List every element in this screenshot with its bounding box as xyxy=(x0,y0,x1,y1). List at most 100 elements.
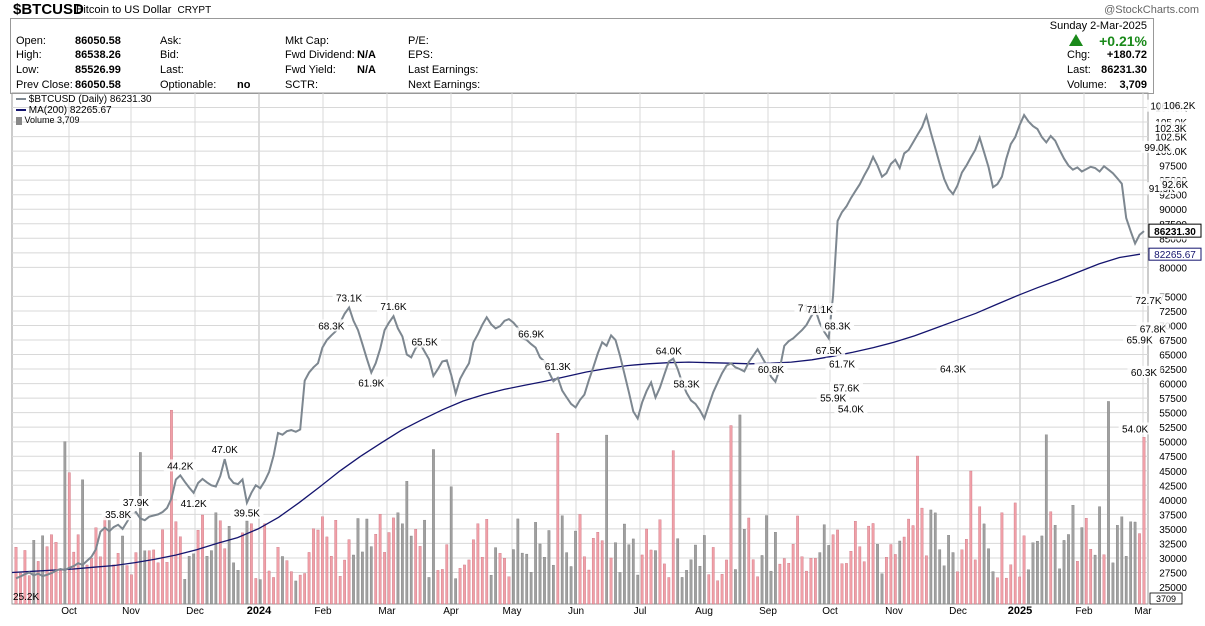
volume-bar xyxy=(578,514,582,605)
volume-bar xyxy=(1124,556,1128,605)
price-label: 60.3K xyxy=(1131,368,1157,379)
volume-bar xyxy=(1053,525,1057,605)
volume-bar xyxy=(63,441,67,605)
x-tick-label: Apr xyxy=(443,606,459,617)
volume-bar xyxy=(605,434,608,605)
x-tick-label: Nov xyxy=(122,606,140,617)
volume-bar xyxy=(352,554,355,605)
volume-bar xyxy=(1071,505,1075,605)
x-tick-label: May xyxy=(503,606,522,617)
volume-bar xyxy=(1062,540,1066,605)
volume-right-label: 3709 xyxy=(1156,594,1176,604)
volume-bar xyxy=(338,576,342,605)
legend-price: $BTCUSD (Daily) 86231.30 xyxy=(16,94,152,105)
volume-bar xyxy=(303,573,307,605)
volume-label: Volume: xyxy=(1067,79,1107,91)
volume-bar xyxy=(787,563,791,605)
price-label: 44.2K xyxy=(167,461,193,472)
volume-bar xyxy=(232,562,235,605)
volume-bar xyxy=(987,548,990,605)
volume-bar xyxy=(862,561,866,605)
price-label-bg xyxy=(829,381,863,394)
volume-bar xyxy=(1084,518,1088,605)
volume-bar xyxy=(782,558,786,605)
volume-bar xyxy=(121,535,124,605)
volume-bar xyxy=(969,470,973,605)
volume-bar xyxy=(658,519,662,605)
price-label: 106.2K xyxy=(1164,101,1196,112)
y-tick-label: 102.5K xyxy=(1155,133,1187,144)
chg-value: +180.72 xyxy=(1106,49,1147,61)
volume-bar xyxy=(94,527,98,605)
volume-bar xyxy=(23,550,27,605)
volume-bar xyxy=(205,556,209,605)
price-label-bg xyxy=(1140,140,1174,153)
volume-bar xyxy=(107,519,111,605)
volume-bar xyxy=(440,569,444,605)
volume-bar xyxy=(1022,535,1026,605)
price-line xyxy=(15,112,1145,580)
volume-bar xyxy=(751,559,755,605)
volume-bar xyxy=(463,564,466,605)
price-label-bg xyxy=(541,360,575,373)
volume-bar xyxy=(289,571,293,605)
volume-bar xyxy=(285,560,289,605)
chart-header: $BTCUSD Bitcoin to US Dollar CRYPT @Stoc… xyxy=(0,0,1205,20)
x-tick-label: Oct xyxy=(822,606,838,617)
volume-bar xyxy=(130,574,133,605)
price-label-bg xyxy=(825,357,859,370)
volume-bar xyxy=(618,572,622,605)
price-label-bg xyxy=(376,300,410,313)
y-tick-label: 47500 xyxy=(1159,452,1187,463)
volume-bar xyxy=(711,547,715,605)
volume-bar xyxy=(583,556,586,605)
volume-bar xyxy=(565,552,569,605)
price-label-bg xyxy=(812,344,846,356)
y-tick-label: 42500 xyxy=(1159,481,1187,492)
fwd-dividend-label: Fwd Dividend: xyxy=(285,49,355,61)
volume-bar xyxy=(556,433,560,605)
price-label: 72.7K xyxy=(1135,296,1161,307)
y-tick-label: 97500 xyxy=(1159,162,1187,173)
volume-bar xyxy=(734,569,737,605)
price-label: 71.1K xyxy=(807,305,833,316)
volume-bar xyxy=(800,556,804,605)
volume-bar xyxy=(951,552,955,605)
legend-ma: MA(200) 82265.67 xyxy=(16,105,112,116)
volume-bar xyxy=(454,578,458,605)
volume-bar xyxy=(889,544,893,605)
volume-bar xyxy=(809,558,813,605)
price-label: 54.0K xyxy=(838,404,864,415)
volume-bar xyxy=(329,556,333,605)
volume-bar xyxy=(893,554,897,605)
price-label-bg xyxy=(230,506,264,519)
volume-bar xyxy=(449,486,453,605)
volume-bar xyxy=(476,523,480,605)
ma-tag xyxy=(1148,247,1202,261)
volume-bar xyxy=(552,564,555,605)
volume-bar xyxy=(853,521,857,605)
volume-bar xyxy=(845,563,848,605)
volume-bar xyxy=(947,535,950,605)
pe-label: P/E: xyxy=(408,35,429,47)
volume-bar xyxy=(1142,437,1146,605)
x-tick-label: Dec xyxy=(949,606,967,617)
volume-bar xyxy=(1049,511,1053,605)
price-label-bg xyxy=(652,344,686,357)
volume-bar xyxy=(298,574,302,605)
price-label-bg xyxy=(754,362,788,375)
volume-bar xyxy=(1089,549,1093,605)
y-tick-label: 25000 xyxy=(1159,583,1187,594)
volume-bar xyxy=(840,563,844,605)
volume-bar xyxy=(1107,401,1110,605)
last-price-tag xyxy=(1148,223,1202,238)
volume-bar xyxy=(445,544,449,605)
y-tick-label: 27500 xyxy=(1159,568,1187,579)
volume-bar xyxy=(436,570,440,605)
price-label-bg xyxy=(514,327,548,340)
volume-bar xyxy=(720,573,724,605)
last-r-label: Last: xyxy=(1067,64,1091,76)
volume-bar xyxy=(836,529,839,605)
volume-bar xyxy=(1009,564,1013,605)
volume-bar xyxy=(729,425,733,605)
